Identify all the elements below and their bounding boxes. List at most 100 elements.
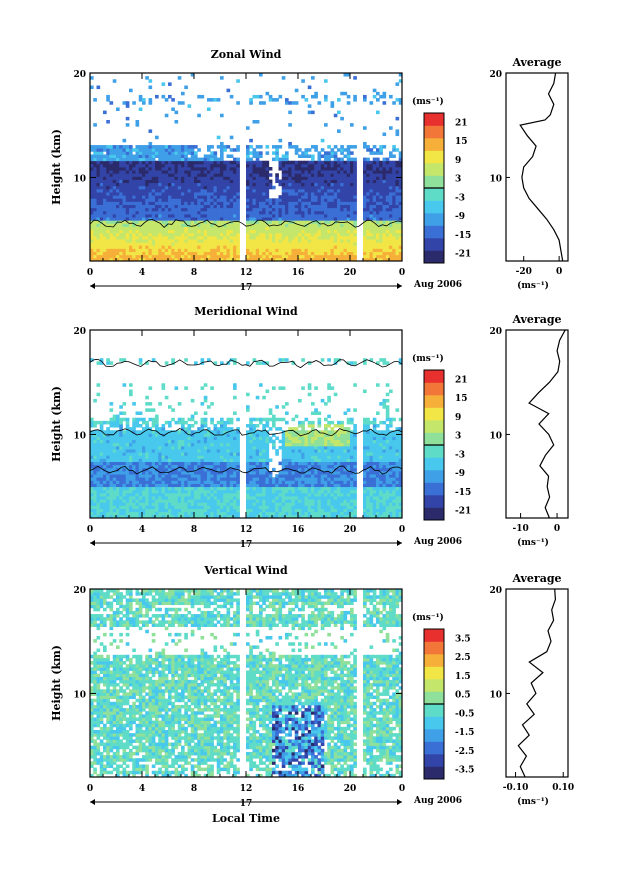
heatmap-cell bbox=[175, 386, 179, 390]
heatmap-cell bbox=[210, 248, 214, 252]
heatmap-cell bbox=[175, 111, 179, 115]
heatmap-cell bbox=[136, 252, 140, 256]
heatmap-cell bbox=[370, 180, 374, 184]
heatmap-cell bbox=[253, 239, 257, 243]
heatmap-cell bbox=[165, 145, 169, 149]
heatmap-cell bbox=[201, 484, 205, 488]
heatmap-cell bbox=[181, 158, 185, 162]
heatmap-cell bbox=[97, 474, 101, 478]
heatmap-cell bbox=[142, 170, 146, 174]
heatmap-cell bbox=[383, 230, 387, 234]
heatmap-cell bbox=[119, 239, 123, 243]
heatmap-cell bbox=[155, 433, 159, 437]
heatmap-cell bbox=[155, 154, 159, 158]
heatmap-cell bbox=[184, 386, 188, 390]
heatmap-cell bbox=[220, 145, 224, 149]
heatmap-cell bbox=[142, 236, 146, 240]
heatmap-cell bbox=[103, 189, 107, 193]
heatmap-cell bbox=[223, 192, 227, 196]
heatmap-cell bbox=[217, 208, 221, 212]
heatmap-cell bbox=[191, 167, 195, 171]
heatmap-cell bbox=[220, 496, 224, 500]
heatmap-cell bbox=[93, 195, 97, 199]
heatmap-cell bbox=[106, 440, 110, 444]
heatmap-cell bbox=[165, 493, 169, 497]
heatmap-cell bbox=[119, 421, 123, 425]
heatmap-cell bbox=[158, 449, 162, 453]
heatmap-cell bbox=[116, 502, 120, 506]
heatmap-cell bbox=[155, 167, 159, 171]
heatmap-cell bbox=[253, 252, 257, 256]
heatmap-cell bbox=[344, 198, 348, 202]
heatmap-cell bbox=[334, 217, 338, 221]
heatmap-cell bbox=[119, 474, 123, 478]
heatmap-cell bbox=[168, 195, 172, 199]
heatmap-cell bbox=[383, 161, 387, 165]
heatmap-cell bbox=[366, 145, 370, 149]
heatmap-cell bbox=[314, 195, 318, 199]
heatmap-cell bbox=[220, 195, 224, 199]
heatmap-cell bbox=[331, 242, 335, 246]
heatmap-cell bbox=[175, 176, 179, 180]
heatmap-cell bbox=[282, 164, 286, 168]
heatmap-cell bbox=[301, 233, 305, 237]
heatmap-cell bbox=[233, 252, 237, 256]
heatmap-cell bbox=[298, 205, 302, 209]
heatmap-cell bbox=[103, 499, 107, 503]
heatmap-cell bbox=[217, 183, 221, 187]
heatmap-cell bbox=[366, 189, 370, 193]
heatmap-cell bbox=[292, 195, 296, 199]
heatmap-cell bbox=[373, 217, 377, 221]
heatmap-cell bbox=[152, 201, 156, 205]
heatmap-cell bbox=[249, 189, 253, 193]
heatmap-cell bbox=[337, 227, 341, 231]
heatmap-cell bbox=[272, 248, 276, 252]
heatmap-cell bbox=[210, 145, 214, 149]
heatmap-cell bbox=[311, 189, 315, 193]
heatmap-cell bbox=[324, 173, 328, 177]
heatmap-cell bbox=[246, 198, 250, 202]
heatmap-cell bbox=[301, 186, 305, 190]
heatmap-cell bbox=[162, 161, 166, 165]
heatmap-cell bbox=[318, 167, 322, 171]
heatmap-cell bbox=[123, 440, 127, 444]
heatmap-cell bbox=[113, 186, 117, 190]
heatmap-cell bbox=[97, 437, 101, 441]
heatmap-cell bbox=[132, 437, 136, 441]
heatmap-cell bbox=[139, 455, 143, 459]
heatmap-cell bbox=[110, 255, 114, 259]
heatmap-cell bbox=[201, 170, 205, 174]
heatmap-cell bbox=[194, 252, 198, 256]
heatmap-cell bbox=[181, 176, 185, 180]
heatmap-cell bbox=[282, 154, 286, 158]
heatmap-cell bbox=[162, 211, 166, 215]
heatmap-cell bbox=[301, 151, 305, 155]
heatmap-cell bbox=[396, 208, 400, 212]
heatmap-cell bbox=[236, 208, 240, 212]
heatmap-cell bbox=[223, 227, 227, 231]
heatmap-cell bbox=[119, 161, 123, 165]
heatmap-cell bbox=[152, 173, 156, 177]
heatmap-cell bbox=[392, 245, 396, 249]
heatmap-cell bbox=[204, 230, 208, 234]
heatmap-cell bbox=[162, 217, 166, 221]
heatmap-cell bbox=[314, 217, 318, 221]
heatmap-cell bbox=[139, 458, 143, 462]
heatmap-cell bbox=[370, 227, 374, 231]
heatmap-cell bbox=[379, 248, 383, 252]
heatmap-cell bbox=[285, 180, 289, 184]
heatmap-cell bbox=[106, 496, 110, 500]
heatmap-cell bbox=[331, 252, 335, 256]
heatmap-cell bbox=[158, 499, 162, 503]
heatmap-cell bbox=[256, 192, 260, 196]
heatmap-cell bbox=[145, 471, 149, 475]
heatmap-cell bbox=[350, 245, 354, 249]
heatmap-cell bbox=[145, 198, 149, 202]
heatmap-cell bbox=[210, 477, 214, 481]
heatmap-cell bbox=[188, 505, 192, 509]
heatmap-cell bbox=[220, 76, 224, 80]
heatmap-cell bbox=[145, 208, 149, 212]
heatmap-cell bbox=[210, 208, 214, 212]
heatmap-cell bbox=[392, 248, 396, 252]
heatmap-cell bbox=[194, 164, 198, 168]
